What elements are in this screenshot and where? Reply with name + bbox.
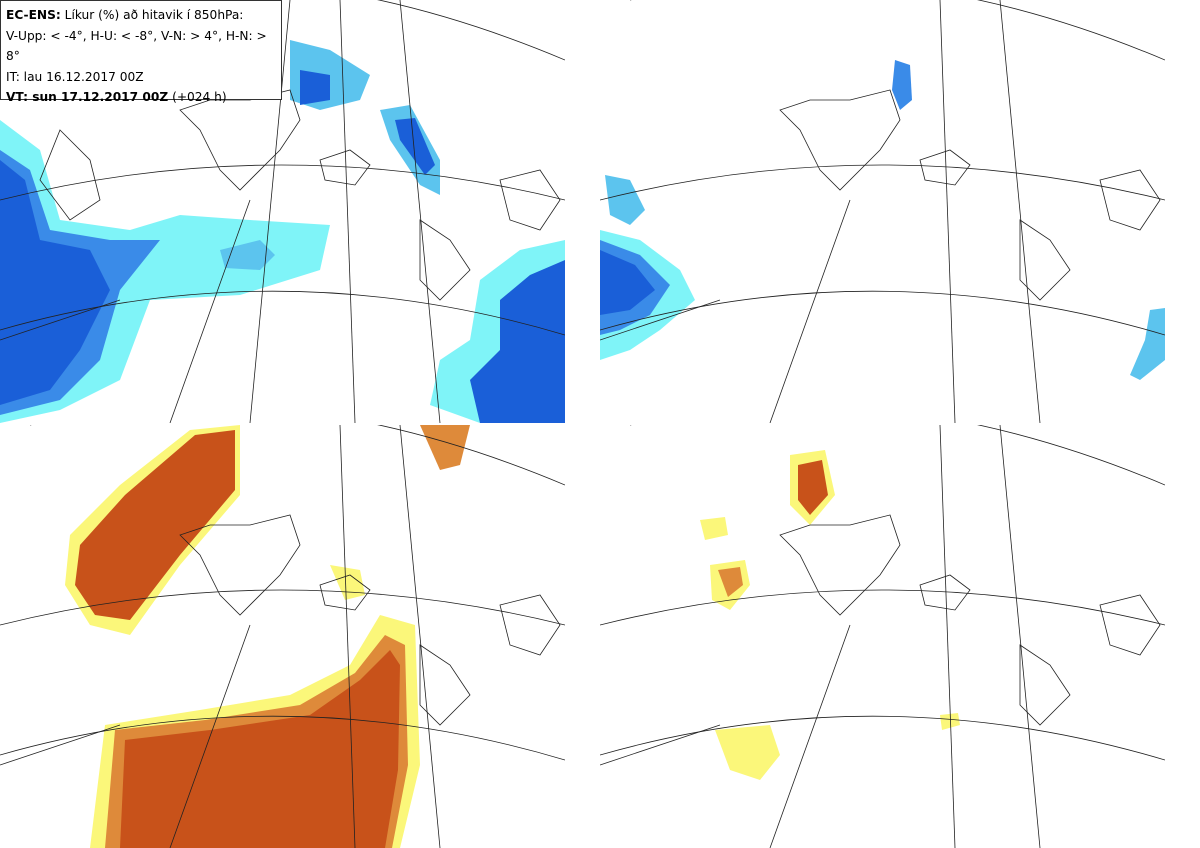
info-title: Líkur (%) að hitavik í 850hPa: xyxy=(64,8,244,22)
coastlines-bl xyxy=(179,514,561,726)
coastlines-tr xyxy=(779,89,1161,301)
map-bottom-right xyxy=(600,425,1165,848)
warm-field-greenland-dark xyxy=(798,460,828,515)
warm-field-nw-dark xyxy=(75,430,235,620)
coastlines xyxy=(39,89,561,301)
map-top-left xyxy=(0,0,565,423)
info-model: EC-ENS: xyxy=(6,8,61,22)
warm-field-nw-small xyxy=(700,517,728,540)
cold-field-nw xyxy=(605,175,645,225)
cold-field-dark xyxy=(0,160,110,405)
cold-field-mid-blob xyxy=(220,240,275,270)
cold-field-dark-east xyxy=(470,260,565,423)
warm-field-dark xyxy=(120,650,400,848)
graticule-tr xyxy=(600,0,1165,423)
warm-field-iceland xyxy=(330,565,365,600)
warm-field-ne xyxy=(420,425,470,470)
cold-field-east xyxy=(1130,308,1165,380)
map-bottom-left xyxy=(0,425,565,848)
cold-field-ne-dark xyxy=(395,118,435,175)
info-valid-line: VT: sun 17.12.2017 00Z (+024 h) xyxy=(6,87,281,108)
info-box: EC-ENS: Líkur (%) að hitavik í 850hPa: V… xyxy=(0,0,282,104)
graticule xyxy=(0,0,565,423)
warm-field-south-small xyxy=(940,713,960,730)
warm-field-south xyxy=(715,725,780,780)
info-thresholds: V-Upp: < -4°, H-U: < -8°, V-N: > 4°, H-N… xyxy=(6,28,267,64)
warm-field-west-mid xyxy=(718,567,743,597)
panel-bottom-left: 1009565355 xyxy=(0,425,565,848)
info-init-time: IT: lau 16.12.2017 00Z xyxy=(6,69,144,84)
info-title-line: EC-ENS: Líkur (%) að hitavik í 850hPa: xyxy=(6,5,281,26)
panel-top-left: EC-ENS: Líkur (%) að hitavik í 850hPa: V… xyxy=(0,0,565,423)
map-top-right xyxy=(600,0,1165,423)
cold-field-north-dark xyxy=(300,70,330,105)
info-valid-time: VT: sun 17.12.2017 00Z xyxy=(6,90,169,104)
graticule-bl xyxy=(0,425,565,848)
panel-bottom-right: 1009565355 xyxy=(600,425,1165,848)
coastlines-br xyxy=(779,514,1161,726)
cold-field-greenland xyxy=(892,60,912,110)
info-lead-time: (+024 h) xyxy=(172,90,227,104)
panel-top-right: 1009565355 xyxy=(600,0,1165,423)
graticule-br xyxy=(600,425,1165,848)
cold-field-west-dark xyxy=(600,250,655,315)
